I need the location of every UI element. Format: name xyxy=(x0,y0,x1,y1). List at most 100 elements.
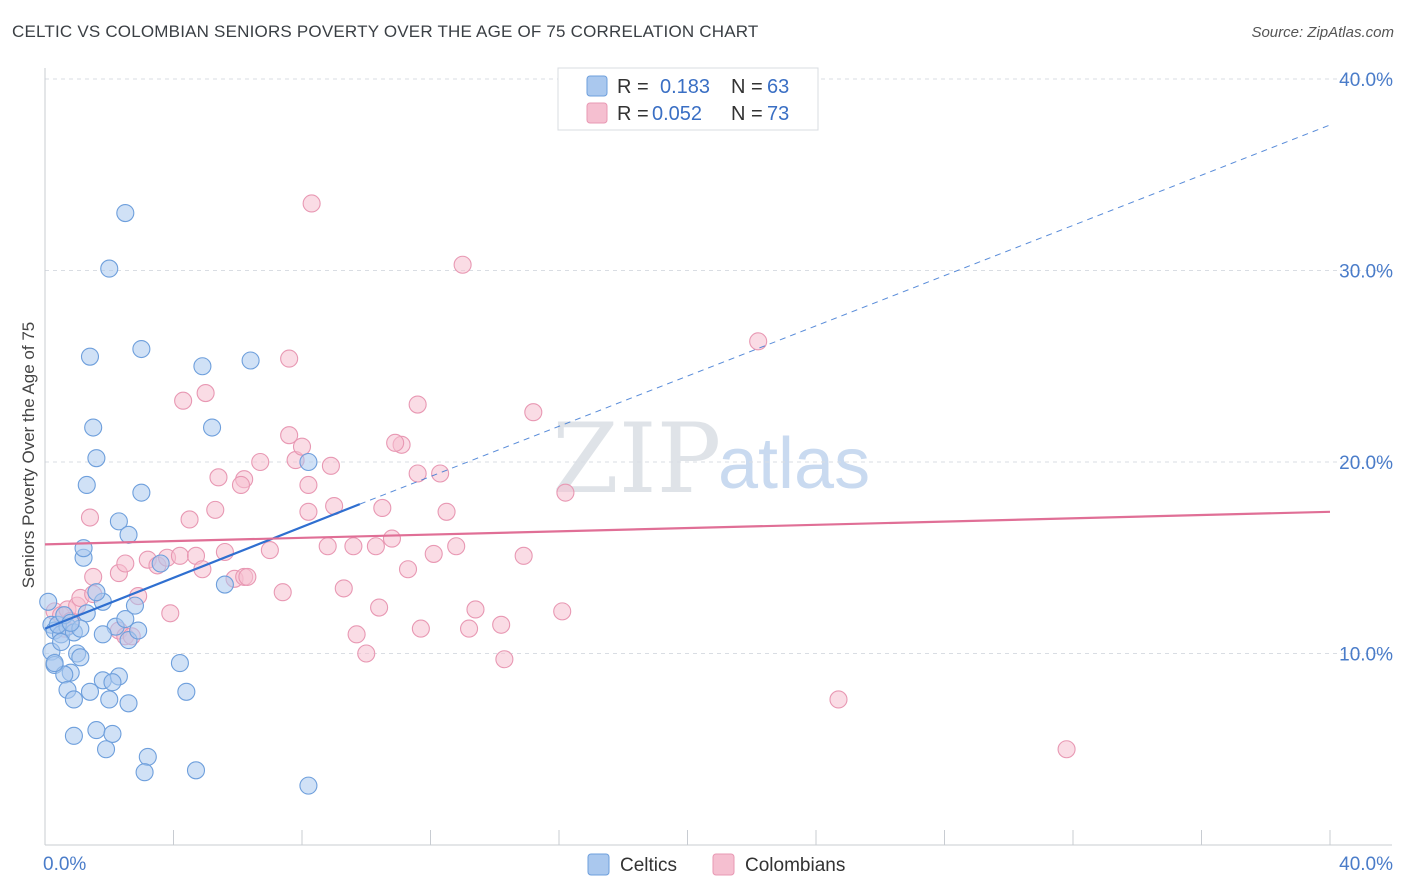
x-tick-label-max: 40.0% xyxy=(1339,854,1393,875)
celtics-point xyxy=(39,592,58,611)
colombians-point xyxy=(206,500,225,519)
bottom-legend-swatch-celtics xyxy=(587,853,610,876)
colombians-point xyxy=(366,537,385,556)
celtics-point xyxy=(71,648,90,667)
celtics-point xyxy=(116,609,135,629)
celtics-point xyxy=(125,596,144,615)
legend-colombians-n-label: N = xyxy=(731,103,763,125)
correlation-legend: R = 0.183 N = 63 R = 0.052 N = 73 xyxy=(557,67,819,131)
celtics-point xyxy=(103,673,122,692)
colombians-point xyxy=(382,529,402,548)
celtics-point xyxy=(132,483,151,502)
bottom-legend-colombians: Colombians xyxy=(745,855,845,876)
celtics-point xyxy=(64,690,83,709)
colombians-point xyxy=(829,690,848,709)
chart-title: CELTIC VS COLOMBIAN SENIORS POVERTY OVER… xyxy=(12,22,759,41)
colombians-point xyxy=(556,483,575,502)
colombians-point xyxy=(524,403,543,422)
celtics-point xyxy=(177,682,196,701)
axes xyxy=(44,68,1392,846)
watermark-zip: ZIP xyxy=(552,403,721,515)
bottom-legend-celtics: Celtics xyxy=(620,855,677,876)
colombians-point xyxy=(495,650,514,669)
colombians-point xyxy=(398,560,418,579)
celtics-point xyxy=(129,621,148,640)
colombians-point xyxy=(231,475,251,495)
celtics-point xyxy=(109,512,128,531)
colombians-point xyxy=(251,452,270,472)
colombians-point xyxy=(357,644,376,663)
celtics-trendline-solid xyxy=(44,503,361,630)
colombians-point xyxy=(370,598,389,617)
legend-swatch-colombians xyxy=(586,102,608,124)
y-tick-label: 30.0% xyxy=(1339,262,1393,283)
celtics-point xyxy=(138,747,157,766)
celtics-point xyxy=(241,351,260,370)
colombians-point xyxy=(161,604,180,623)
celtics-point xyxy=(80,347,100,366)
celtics-point xyxy=(100,690,119,709)
y-tick-label: 10.0% xyxy=(1339,645,1393,666)
colombians-point xyxy=(453,255,472,274)
legend-celtics-n-label: N = xyxy=(731,76,763,98)
y-axis-label: Seniors Poverty Over the Age of 75 xyxy=(19,322,38,588)
colombians-point xyxy=(373,498,392,518)
colombians-point xyxy=(196,384,215,403)
celtics-point xyxy=(299,452,318,472)
legend-swatch-celtics xyxy=(586,75,608,97)
celtics-point xyxy=(87,583,106,602)
celtics-trendline-dashed xyxy=(359,124,1331,505)
colombians-point xyxy=(80,508,100,527)
x-tick-label-min: 0.0% xyxy=(43,854,86,875)
colombians-point xyxy=(116,554,135,573)
bottom-legend-swatch-colombians xyxy=(712,853,735,876)
colombians-point xyxy=(170,546,189,565)
colombians-point xyxy=(553,602,572,621)
colombians-point xyxy=(424,544,443,563)
celtics-point xyxy=(100,259,119,278)
celtics-point xyxy=(80,682,100,701)
colombians-point xyxy=(408,464,427,483)
legend-celtics-r-value: 0.183 xyxy=(660,76,710,98)
y-tick-labels: 10.0% 20.0% 30.0% 40.0% xyxy=(1339,70,1393,666)
colombians-point xyxy=(344,537,363,556)
colombians-point xyxy=(260,541,279,560)
celtics-point xyxy=(203,418,222,437)
colombians-point xyxy=(386,433,405,452)
colombians-point xyxy=(174,391,193,410)
colombians-point xyxy=(280,349,299,368)
celtics-point xyxy=(132,339,151,359)
colombians-point xyxy=(302,194,321,213)
colombians-point xyxy=(299,475,318,495)
x-tick-labels: 0.0% 40.0% xyxy=(43,854,1393,875)
celtics-point xyxy=(64,726,83,745)
colombians-point xyxy=(431,464,450,483)
colombians-point xyxy=(321,456,340,475)
colombians-point xyxy=(492,615,511,634)
celtics-points xyxy=(39,204,318,795)
celtics-point xyxy=(135,763,154,782)
y-tick-label: 20.0% xyxy=(1339,453,1393,474)
colombians-point xyxy=(411,619,430,638)
colombians-trendline-solid xyxy=(44,510,1331,546)
colombians-point xyxy=(280,426,299,445)
colombians-point xyxy=(514,546,533,565)
series-legend: Celtics Colombians xyxy=(587,853,845,876)
colombians-point xyxy=(334,579,353,598)
celtics-point xyxy=(186,761,206,780)
celtics-point xyxy=(193,357,212,376)
trendlines xyxy=(44,124,1331,630)
celtics-point xyxy=(84,418,103,437)
colombians-point xyxy=(749,332,768,351)
grid-lines xyxy=(45,78,1392,654)
colombians-point xyxy=(437,502,456,521)
celtics-point xyxy=(87,449,106,468)
legend-colombians-n-value: 73 xyxy=(767,103,789,125)
watermark-atlas: atlas xyxy=(718,424,870,504)
celtics-point xyxy=(170,654,189,673)
colombians-point xyxy=(1057,740,1076,759)
colombians-point xyxy=(292,437,312,456)
source-label: Source: ZipAtlas.com xyxy=(1251,24,1394,41)
colombians-point xyxy=(318,537,337,556)
celtics-point xyxy=(45,654,64,673)
